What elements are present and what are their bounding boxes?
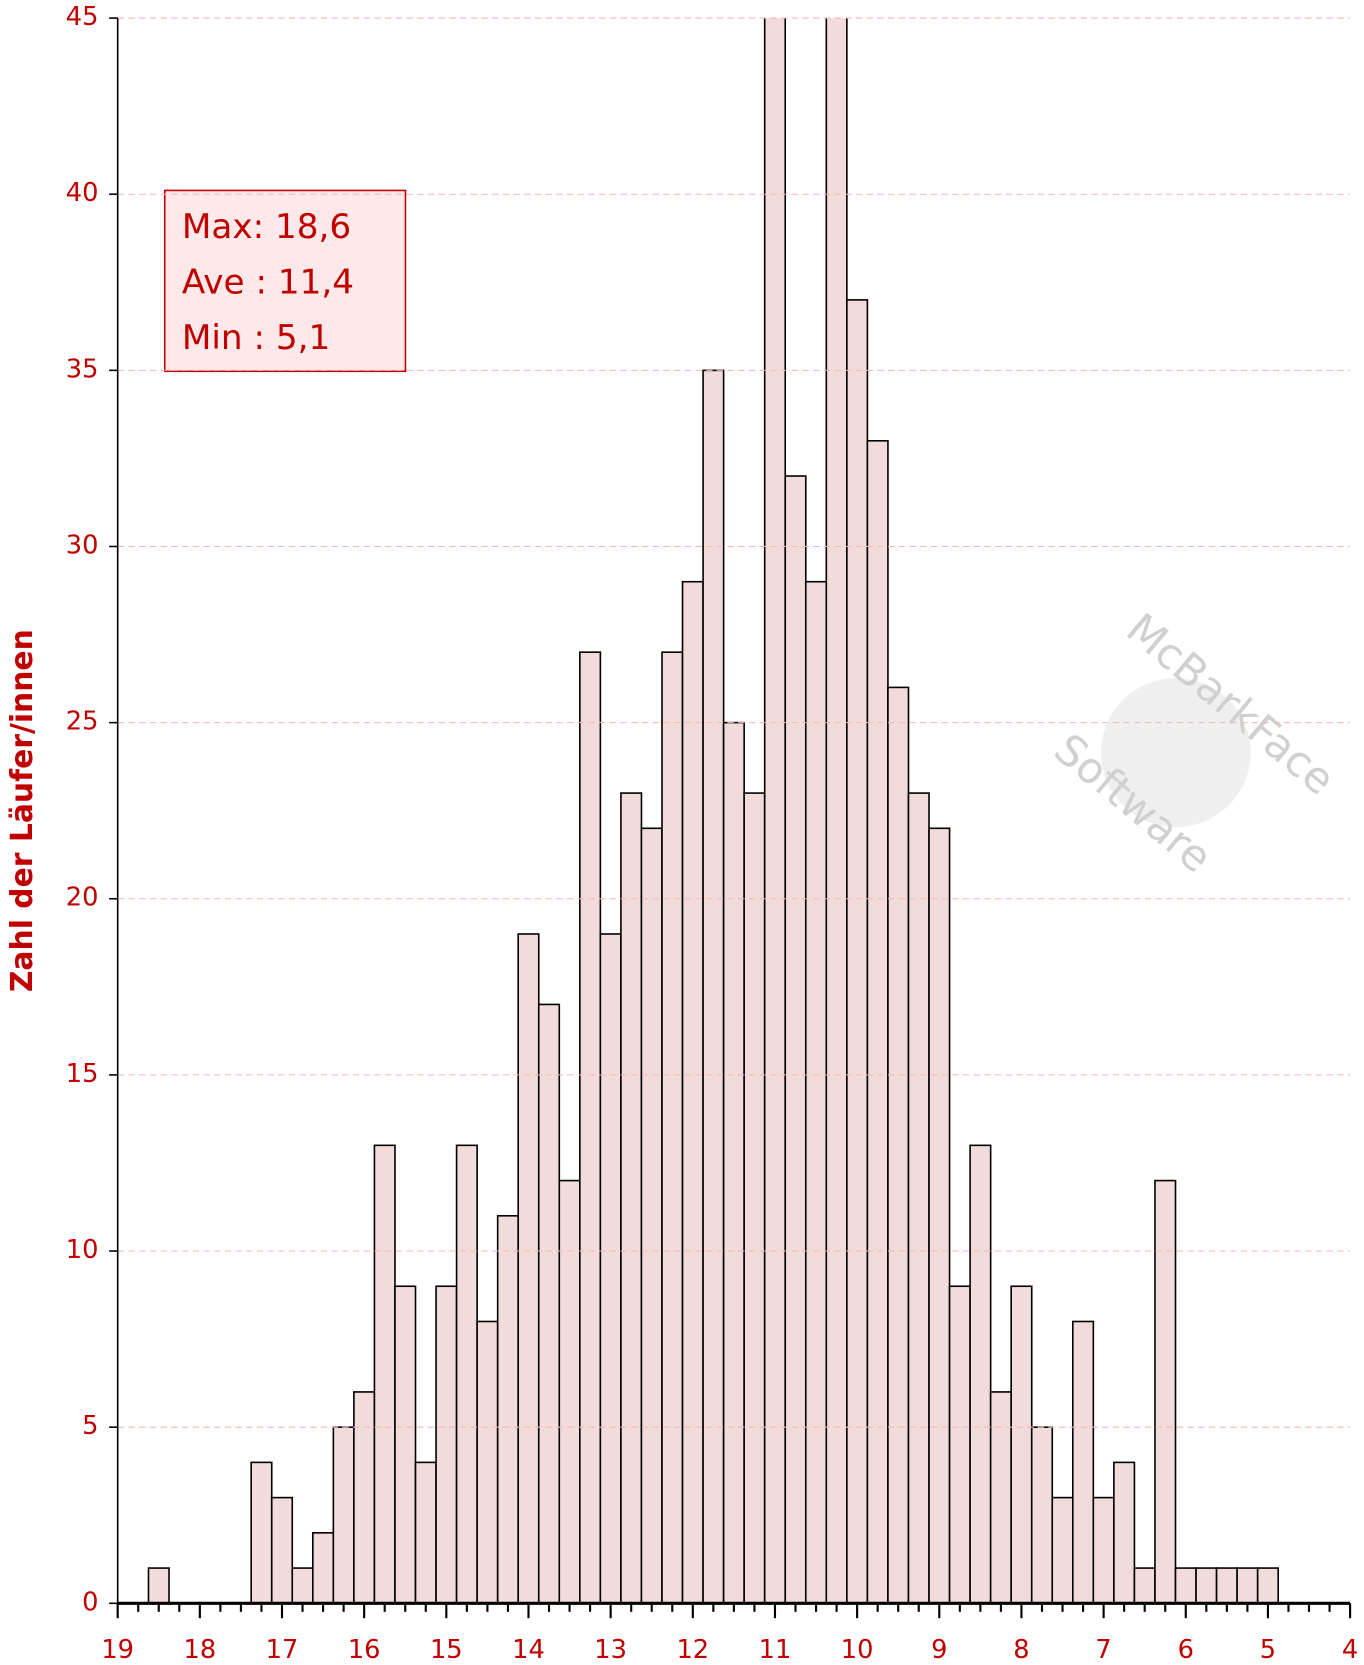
- bar: [457, 1145, 478, 1603]
- y-tick-label: 10: [66, 1235, 99, 1265]
- bar: [1114, 1462, 1135, 1603]
- bar: [251, 1462, 272, 1603]
- x-tick-label: 10: [841, 1635, 874, 1665]
- bar: [292, 1568, 313, 1603]
- chart: Zahl der Läufer/innen McBarkFace Softwar…: [0, 0, 1364, 1665]
- x-tick-label: 7: [1095, 1635, 1111, 1665]
- y-tick-label: 40: [66, 178, 99, 208]
- bar: [785, 476, 806, 1603]
- bar: [1011, 1286, 1032, 1603]
- bar: [313, 1533, 334, 1603]
- y-tick-label: 20: [66, 883, 99, 913]
- y-tick-label: 30: [66, 531, 99, 561]
- annotation: Min : 5,1: [182, 318, 330, 358]
- bar: [539, 1004, 560, 1603]
- bar: [703, 370, 724, 1603]
- bar: [518, 934, 539, 1603]
- bar: [970, 1145, 991, 1603]
- bar: [374, 1145, 395, 1603]
- bar: [1196, 1568, 1217, 1603]
- bar: [1052, 1498, 1073, 1604]
- bar: [621, 793, 642, 1603]
- bar: [559, 1181, 580, 1604]
- bar: [1217, 1568, 1238, 1603]
- bar: [395, 1286, 416, 1603]
- bar: [765, 0, 786, 1603]
- x-tick-label: 9: [931, 1635, 947, 1665]
- bar: [498, 1216, 519, 1603]
- bar: [683, 582, 704, 1604]
- bar: [744, 793, 765, 1603]
- bar: [641, 828, 662, 1603]
- page: {"chart_data":{"type":"histogram", "y_la…: [0, 0, 1364, 1665]
- y-tick-label: 0: [82, 1587, 98, 1617]
- bar: [1258, 1568, 1279, 1603]
- bar: [867, 441, 888, 1603]
- x-tick-label: 6: [1178, 1635, 1194, 1665]
- bar: [806, 582, 827, 1604]
- bar: [847, 300, 868, 1603]
- watermark: McBarkFace Software: [1027, 604, 1344, 911]
- bar: [950, 1286, 971, 1603]
- bar: [600, 934, 621, 1603]
- y-tick-label: 15: [66, 1059, 99, 1089]
- bar: [333, 1427, 354, 1603]
- bar: [888, 687, 909, 1603]
- x-tick-label: 15: [430, 1635, 463, 1665]
- bar: [1155, 1181, 1176, 1604]
- y-tick-label: 35: [66, 354, 99, 384]
- x-tick-label: 19: [101, 1635, 134, 1665]
- bar: [1134, 1568, 1155, 1603]
- annotation: Ave : 11,4: [182, 263, 354, 303]
- bar: [416, 1462, 437, 1603]
- bar: [929, 828, 950, 1603]
- x-tick-label: 16: [348, 1635, 381, 1665]
- y-tick-label: 5: [82, 1411, 98, 1441]
- bar: [477, 1321, 498, 1603]
- bar: [1176, 1568, 1197, 1603]
- bar: [662, 652, 683, 1603]
- bar: [148, 1568, 169, 1603]
- bar: [580, 652, 601, 1603]
- bar: [1093, 1498, 1114, 1604]
- x-tick-label: 17: [266, 1635, 299, 1665]
- bar: [1073, 1321, 1094, 1603]
- bar: [1237, 1568, 1258, 1603]
- bar: [354, 1392, 375, 1603]
- annotation: Max: 18,6: [182, 207, 351, 247]
- x-tick-label: 18: [184, 1635, 217, 1665]
- bar: [724, 723, 745, 1604]
- y-tick-label: 25: [66, 707, 99, 737]
- x-tick-label: 13: [594, 1635, 627, 1665]
- bar: [991, 1392, 1012, 1603]
- y-axis-label: Zahl der Läufer/innen: [5, 629, 40, 992]
- x-tick-label: 14: [512, 1635, 545, 1665]
- bar: [1032, 1427, 1053, 1603]
- x-tick-label: 5: [1260, 1635, 1276, 1665]
- x-tick-label: 11: [759, 1635, 792, 1665]
- x-tick-label: 8: [1013, 1635, 1029, 1665]
- bar: [908, 793, 929, 1603]
- x-tick-label: 4: [1342, 1635, 1358, 1665]
- y-tick-label: 45: [66, 2, 99, 32]
- x-tick-label: 12: [676, 1635, 709, 1665]
- bar: [272, 1498, 293, 1604]
- bar: [826, 0, 847, 1603]
- bar: [436, 1286, 457, 1603]
